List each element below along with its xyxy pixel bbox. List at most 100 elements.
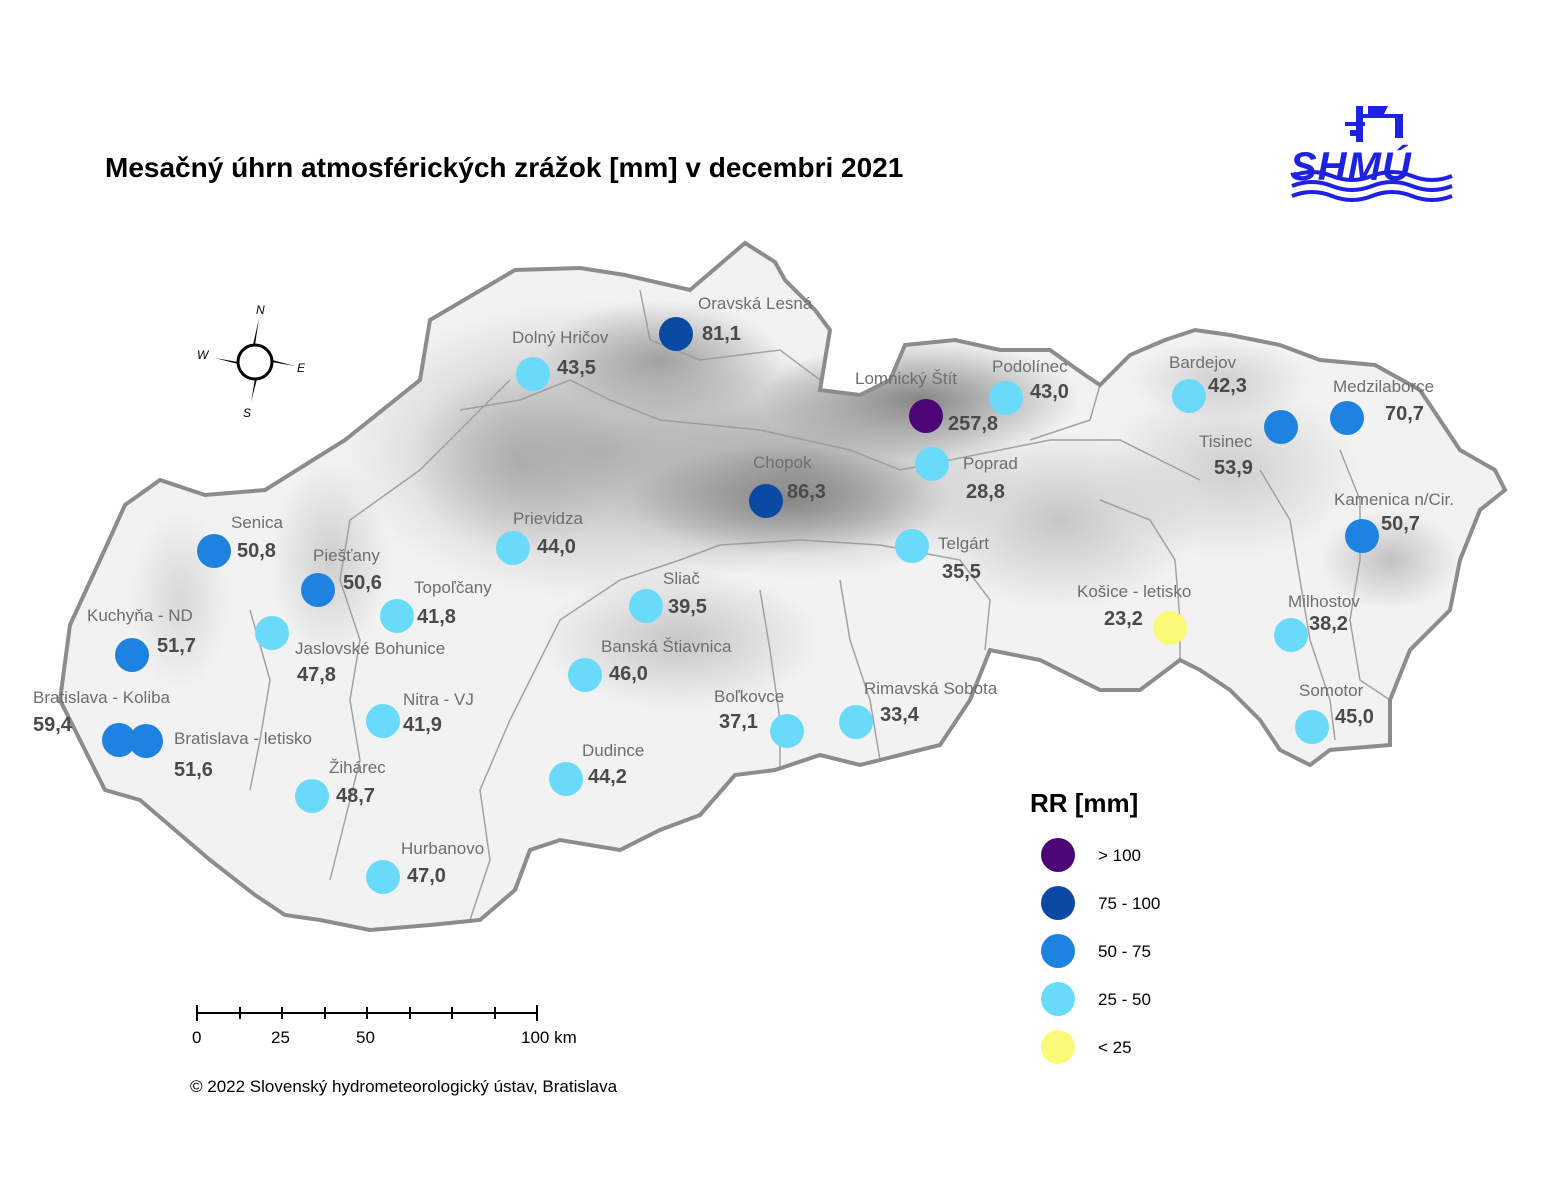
station-marker <box>295 779 329 813</box>
station-value: 59,4 <box>33 714 73 736</box>
legend-swatch <box>1041 982 1075 1016</box>
station-value: 39,5 <box>668 596 707 618</box>
station-kamenica-n-cir: Kamenica n/Cir. 50,7 <box>1334 490 1454 553</box>
station-marker <box>496 531 530 565</box>
station-value: 51,7 <box>157 635 196 657</box>
station-name: Somotor <box>1299 681 1364 700</box>
station-name: Telgárt <box>938 534 989 553</box>
compass-n-label: N <box>256 303 265 317</box>
station-lomnicky-stit: Lomnický Štít 257,8 <box>855 369 998 435</box>
station-value: 257,8 <box>948 413 998 435</box>
station-name: Kuchyňa - ND <box>87 606 193 625</box>
station-value: 43,5 <box>557 357 596 379</box>
station-name: Boľkovce <box>714 687 784 706</box>
station-marker <box>770 714 804 748</box>
station-name: Senica <box>231 513 284 532</box>
legend-swatch <box>1041 838 1075 872</box>
scale-label-100: 100 km <box>521 1028 577 1047</box>
legend-label: < 25 <box>1098 1038 1132 1057</box>
compass-w-label: W <box>197 348 210 362</box>
legend-item: 50 - 75 <box>1041 934 1151 968</box>
map-title: Mesačný úhrn atmosférických zrážok [mm] … <box>105 152 904 183</box>
station-marker <box>1264 410 1298 444</box>
compass-west-arrow <box>215 358 238 364</box>
station-name: Kamenica n/Cir. <box>1334 490 1454 509</box>
station-value: 86,3 <box>787 481 826 503</box>
station-name: Hurbanovo <box>401 839 484 858</box>
station-medzilaborce: Medzilaborce 70,7 <box>1330 377 1434 435</box>
station-kosice-letisko: Košice - letisko 23,2 <box>1077 582 1191 645</box>
legend-item: > 100 <box>1041 838 1141 872</box>
compass-e-label: E <box>297 361 306 375</box>
station-value: 50,6 <box>343 572 382 594</box>
station-bardejov: Bardejov 42,3 <box>1169 353 1247 413</box>
station-value: 44,2 <box>588 766 627 788</box>
scale-bar <box>196 1005 538 1021</box>
station-marker <box>1295 710 1329 744</box>
station-marker <box>366 704 400 738</box>
station-chopok: Chopok 86,3 <box>749 453 826 518</box>
compass-north-arrow <box>253 318 259 345</box>
station-value: 81,1 <box>702 323 741 345</box>
station-value: 47,8 <box>297 664 336 686</box>
station-telgart: Telgárt 35,5 <box>895 529 989 583</box>
station-name: Medzilaborce <box>1333 377 1434 396</box>
station-prievidza: Prievidza 44,0 <box>496 509 583 565</box>
weather-vane-icon <box>1345 106 1403 142</box>
station-marker <box>839 705 873 739</box>
station-value: 45,0 <box>1335 706 1374 728</box>
station-name: Bratislava - Koliba <box>33 688 171 707</box>
station-name: Košice - letisko <box>1077 582 1191 601</box>
station-marker <box>380 599 414 633</box>
station-name: Jaslovské Bohunice <box>295 639 445 658</box>
station-marker <box>915 447 949 481</box>
station-name: Prievidza <box>513 509 583 528</box>
compass-ring <box>236 343 274 381</box>
station-rimavska-sobota: Rimavská Sobota 33,4 <box>839 679 998 739</box>
station-marker <box>909 399 943 433</box>
legend-swatch <box>1041 886 1075 920</box>
station-value: 35,5 <box>942 561 981 583</box>
station-marker <box>516 357 550 391</box>
legend-item: < 25 <box>1041 1030 1132 1064</box>
station-dolny-hricov: Dolný Hričov 43,5 <box>512 328 609 391</box>
station-marker <box>102 723 136 757</box>
station-value: 33,4 <box>880 704 920 726</box>
station-marker <box>749 484 783 518</box>
legend-swatch <box>1041 934 1075 968</box>
station-name: Nitra - VJ <box>403 690 474 709</box>
scale-label-50: 50 <box>356 1028 375 1047</box>
station-marker <box>659 317 693 351</box>
legend-label: 75 - 100 <box>1098 894 1160 913</box>
station-marker <box>255 616 289 650</box>
station-name: Rimavská Sobota <box>864 679 998 698</box>
station-ziharec: Žihárec 48,7 <box>295 758 386 813</box>
compass-east-arrow <box>272 360 295 366</box>
station-tisinec: Tisinec 53,9 <box>1199 410 1298 479</box>
compass-south-arrow <box>251 379 257 402</box>
station-milhostov: Milhostov 38,2 <box>1274 592 1360 652</box>
station-value: 28,8 <box>966 481 1005 503</box>
station-dudince: Dudince 44,2 <box>549 741 644 796</box>
station-somotor: Somotor 45,0 <box>1295 681 1374 744</box>
station-piestany: Piešťany 50,6 <box>301 546 382 607</box>
country-border <box>57 240 1508 933</box>
station-marker <box>1330 401 1364 435</box>
legend-label: > 100 <box>1098 846 1141 865</box>
station-value: 41,8 <box>417 606 456 628</box>
station-name: Dolný Hričov <box>512 328 609 347</box>
legend-title: RR [mm] <box>1030 788 1138 818</box>
station-value: 48,7 <box>336 785 375 807</box>
station-senica: Senica 50,8 <box>197 513 284 568</box>
station-name: Sliač <box>663 569 700 588</box>
legend-item: 75 - 100 <box>1041 886 1160 920</box>
station-marker <box>301 573 335 607</box>
station-name: Poprad <box>963 454 1018 473</box>
station-value: 46,0 <box>609 663 648 685</box>
station-name: Banská Štiavnica <box>601 637 732 656</box>
station-marker <box>989 381 1023 415</box>
station-marker <box>366 860 400 894</box>
station-marker <box>549 762 583 796</box>
station-name: Milhostov <box>1288 592 1360 611</box>
